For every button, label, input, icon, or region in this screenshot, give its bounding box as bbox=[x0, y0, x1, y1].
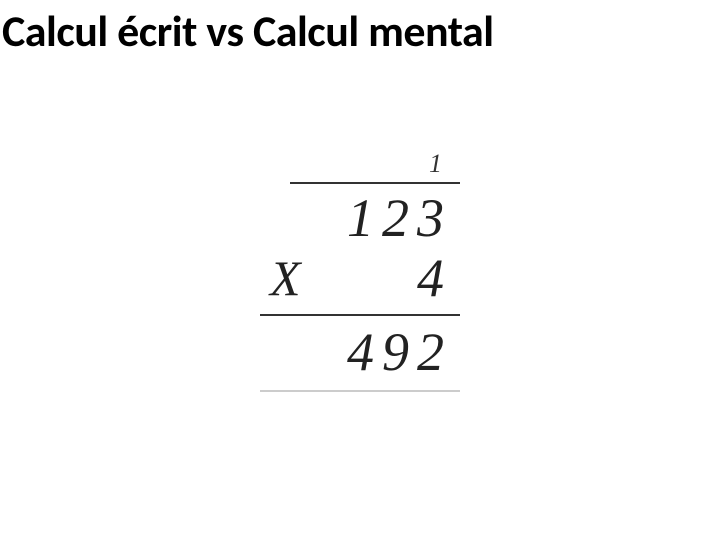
times-operator: X bbox=[270, 248, 301, 308]
written-multiplication: 1 123 X 4 492 bbox=[250, 150, 470, 392]
multiplicand: 123 bbox=[250, 188, 470, 248]
rule-bottom bbox=[260, 390, 460, 392]
product: 492 bbox=[250, 322, 470, 382]
rule-top bbox=[290, 182, 460, 184]
multiplier: 4 bbox=[417, 248, 452, 308]
rule-middle bbox=[260, 314, 460, 316]
multiplier-row: X 4 bbox=[250, 248, 470, 308]
page-title: Calcul écrit vs Calcul mental bbox=[2, 4, 494, 58]
carry-digit: 1 bbox=[250, 150, 470, 178]
